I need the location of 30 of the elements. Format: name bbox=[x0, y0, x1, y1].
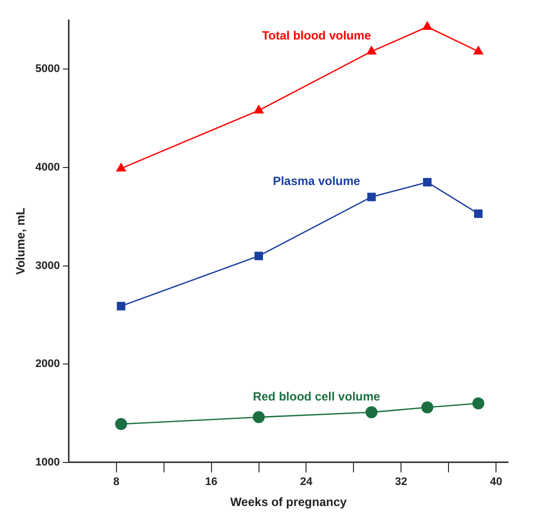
y-tick-label: 3000 bbox=[35, 260, 60, 272]
point bbox=[366, 406, 378, 418]
y-tick-label: 4000 bbox=[35, 162, 60, 174]
y-tick-label: 5000 bbox=[35, 63, 60, 76]
point bbox=[472, 397, 484, 410]
point bbox=[116, 162, 126, 172]
y-tick-label: 1000 bbox=[35, 456, 60, 468]
y-axis-title: Volume, mL bbox=[14, 208, 28, 275]
point bbox=[473, 45, 484, 54]
point bbox=[422, 20, 432, 30]
x-tick-label: 8 bbox=[113, 476, 120, 488]
point bbox=[116, 302, 126, 310]
x-tick-label: 40 bbox=[490, 476, 502, 488]
x-tick-label: 24 bbox=[300, 476, 314, 488]
x-axis-title: Weeks of pregnancy bbox=[230, 495, 348, 510]
series-label: Plasma volume bbox=[272, 174, 361, 188]
point bbox=[254, 252, 264, 260]
point bbox=[252, 411, 265, 424]
point bbox=[423, 178, 432, 186]
y-tick-label: 2000 bbox=[35, 358, 60, 370]
x-tick-label: 16 bbox=[205, 476, 218, 488]
point bbox=[115, 418, 128, 430]
point bbox=[474, 209, 483, 218]
point bbox=[367, 192, 376, 202]
x-tick-label: 32 bbox=[395, 476, 408, 488]
series-label: Total blood volume bbox=[262, 28, 372, 42]
point bbox=[366, 45, 377, 54]
series-label: Red blood cell volume bbox=[252, 389, 381, 404]
point bbox=[421, 401, 434, 414]
point bbox=[254, 104, 264, 114]
